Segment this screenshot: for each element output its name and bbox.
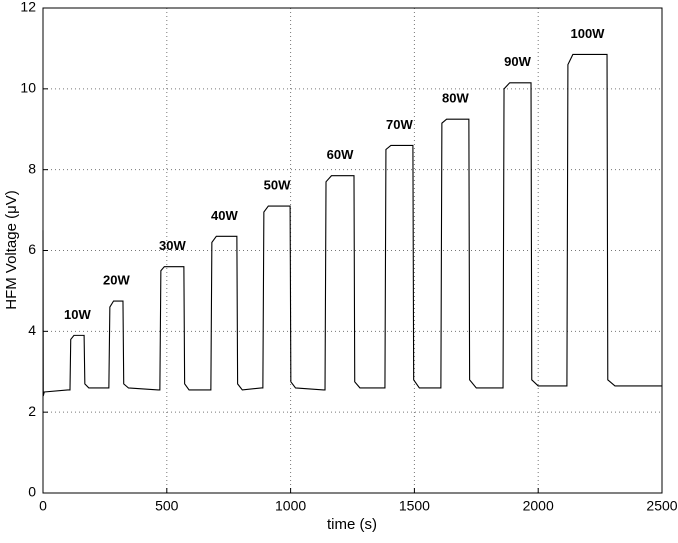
annotation: 60W bbox=[327, 147, 354, 162]
x-tick-label: 500 bbox=[155, 498, 179, 514]
y-axis-label: HFM Voltage (μV) bbox=[3, 190, 20, 310]
annotation: 20W bbox=[103, 272, 130, 287]
annotation: 50W bbox=[264, 177, 291, 192]
annotation: 90W bbox=[504, 54, 531, 69]
annotation: 70W bbox=[386, 117, 413, 132]
annotation: 10W bbox=[64, 307, 91, 322]
x-tick-label: 0 bbox=[39, 498, 47, 514]
data-line bbox=[42, 53, 662, 397]
x-tick-label: 1500 bbox=[399, 498, 430, 514]
annotation: 80W bbox=[442, 91, 469, 106]
y-tick-label: 0 bbox=[28, 484, 36, 500]
annotation: 100W bbox=[570, 26, 605, 41]
annotation: 40W bbox=[211, 208, 238, 223]
y-tick-label: 4 bbox=[28, 322, 36, 338]
x-tick-label: 2500 bbox=[646, 498, 677, 514]
y-tick-label: 8 bbox=[28, 160, 36, 176]
x-axis-label: time (s) bbox=[327, 516, 377, 533]
annotation: 30W bbox=[159, 238, 186, 253]
y-tick-label: 10 bbox=[20, 80, 36, 96]
x-tick-label: 2000 bbox=[523, 498, 554, 514]
y-tick-label: 2 bbox=[28, 403, 36, 419]
y-tick-label: 6 bbox=[28, 241, 36, 257]
x-tick-label: 1000 bbox=[275, 498, 306, 514]
y-tick-label: 12 bbox=[20, 0, 36, 15]
